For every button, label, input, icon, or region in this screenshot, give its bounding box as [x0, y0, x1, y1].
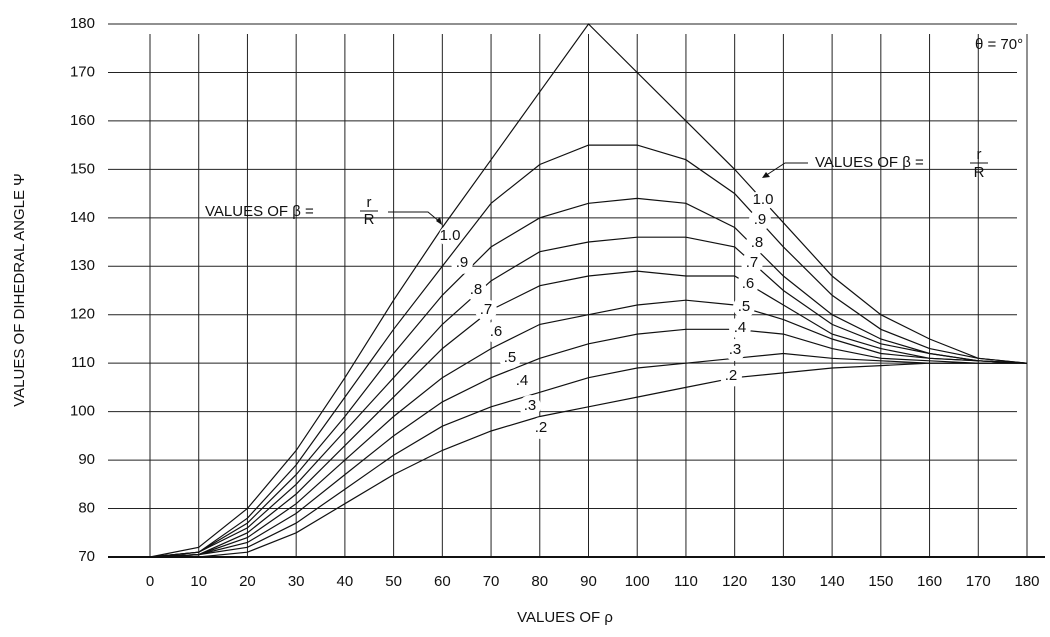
series-label: .9: [754, 211, 767, 228]
curve: [149, 144, 1028, 558]
x-tick-label: 50: [385, 573, 402, 590]
x-tick-label: 140: [820, 573, 845, 590]
x-tick-label: 0: [146, 573, 154, 590]
series-label: .9: [456, 254, 469, 271]
beta-note: VALUES OF β =: [815, 154, 924, 171]
beta-note: VALUES OF β =: [205, 203, 314, 220]
arrow: [764, 162, 808, 177]
x-tick-label: 120: [722, 573, 747, 590]
series-label: .7: [480, 301, 493, 318]
label-bg: [499, 347, 521, 369]
beta-numerator: r: [367, 194, 372, 211]
label-bg: [752, 189, 774, 211]
label-bg: [439, 225, 461, 247]
grid: 70 80 90 100 110 120 130 140 150 160 170 180 0 10 20 30…: [70, 15, 1045, 590]
label-bg: [519, 395, 541, 417]
series-label: 1.0: [440, 227, 461, 244]
label-bg: [465, 279, 487, 301]
curve: [149, 299, 1028, 558]
x-tick-label: 70: [483, 573, 500, 590]
series-label: .4: [516, 372, 529, 389]
label-bg: [741, 252, 763, 274]
series-label: .3: [729, 341, 742, 358]
y-tick-label: 90: [78, 451, 95, 468]
y-tick-label: 180: [70, 15, 95, 32]
series-label: .4: [734, 319, 747, 336]
label-bg: [749, 209, 771, 231]
label-bg: [451, 252, 473, 274]
arrow-head: [436, 217, 442, 225]
x-tick-label: 170: [966, 573, 991, 590]
series-label: .8: [751, 234, 764, 251]
label-bg: [746, 232, 768, 254]
y-tick-label: 80: [78, 500, 95, 517]
y-tick-label: 70: [78, 548, 95, 565]
x-tick-label: 110: [674, 573, 698, 590]
label-bg: [530, 417, 552, 439]
curves: [149, 23, 1028, 558]
series-label: .5: [504, 349, 517, 366]
x-tick-label: 100: [625, 573, 650, 590]
theta-note: θ = 70°: [975, 36, 1023, 53]
y-tick-label: 100: [70, 403, 95, 420]
x-tick-label: 160: [917, 573, 942, 590]
x-tick-label: 60: [434, 573, 451, 590]
y-tick-label: 140: [70, 209, 95, 226]
series-label: .8: [470, 281, 483, 298]
x-tick-label: 130: [771, 573, 796, 590]
beta-denominator: R: [974, 164, 985, 181]
curve: [149, 328, 1027, 558]
curve: [150, 362, 1027, 558]
arrow-head: [762, 172, 770, 178]
label-bg: [511, 370, 533, 392]
x-tick-label: 20: [239, 573, 256, 590]
curve: [149, 197, 1028, 558]
x-tick-label: 10: [190, 573, 207, 590]
x-tick-label: 180: [1014, 573, 1039, 590]
beta-numerator: r: [977, 146, 982, 163]
label-bg: [729, 317, 751, 339]
x-tick-label: 90: [580, 573, 597, 590]
series-label: .3: [524, 397, 537, 414]
series-label: 1.0: [753, 191, 774, 208]
label-bg: [733, 296, 755, 318]
y-axis-label: VALUES OF DIHEDRAL ANGLE Ψ: [11, 173, 28, 406]
series-label: .6: [742, 275, 755, 292]
curve: [149, 270, 1028, 558]
y-tick-label: 150: [70, 160, 95, 177]
curve: [149, 352, 1027, 558]
curve: [149, 23, 1028, 558]
y-tick-label: 170: [70, 63, 95, 80]
x-tick-label: 40: [337, 573, 354, 590]
series-label: .2: [725, 367, 738, 384]
series-label: .5: [738, 298, 751, 315]
y-tick-label: 130: [70, 257, 95, 274]
x-axis-label: VALUES OF ρ: [517, 609, 613, 626]
x-tick-label: 80: [531, 573, 548, 590]
y-tick-label: 120: [70, 306, 95, 323]
labels: 1.01.0.9.9.8.8.7.7.6.6.5.5.4.4.3.3.2.2: [439, 189, 774, 439]
arrow: [388, 211, 441, 223]
series-label: .6: [490, 323, 503, 340]
x-tick-label: 30: [288, 573, 305, 590]
series-label: .2: [535, 419, 548, 436]
beta-denominator: R: [364, 211, 375, 228]
y-tick-label: 160: [70, 112, 95, 129]
x-tick-label: 150: [868, 573, 893, 590]
y-tick-label: 110: [71, 354, 95, 371]
label-bg: [724, 339, 746, 361]
label-bg: [737, 273, 759, 295]
label-bg: [475, 299, 497, 321]
label-bg: [485, 321, 507, 343]
curve: [149, 236, 1028, 558]
series-label: .7: [746, 254, 759, 271]
label-bg: [720, 365, 742, 387]
